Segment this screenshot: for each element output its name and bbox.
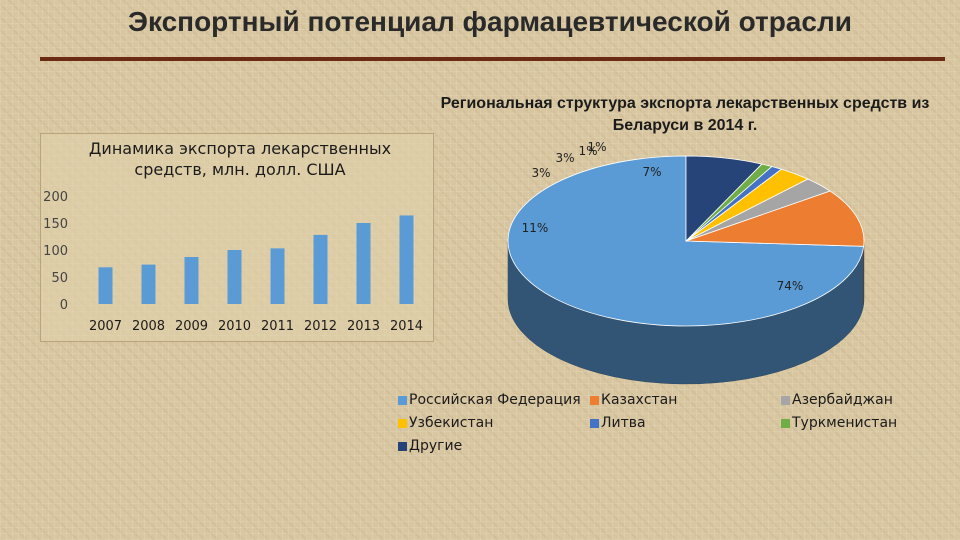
y-tick-label: 200: [43, 190, 68, 205]
pie-slice: [685, 190, 865, 247]
pie-chart-title: Региональная структура экспорта лекарств…: [440, 95, 930, 134]
y-tick-label: 150: [43, 217, 68, 232]
bar: [356, 223, 371, 304]
pie-data-label: 1%: [578, 144, 597, 158]
slide-title: Экспортный потенциал фармацевтической от…: [128, 6, 852, 37]
bar: [98, 267, 113, 304]
title-divider: [40, 57, 945, 61]
legend-label: Другие: [409, 438, 463, 454]
bar-chart-title: Динамика экспорта лекарственных средств,…: [88, 139, 392, 179]
pie-data-label: 11%: [522, 221, 549, 235]
x-tick-label: 2010: [218, 319, 251, 334]
pie-chart-legend: Российская Федерация Казахстан Азербайджан…: [398, 392, 898, 464]
x-tick-label: 2011: [261, 319, 294, 334]
y-tick-label: 100: [43, 244, 68, 259]
legend-label: Азербайджан: [792, 392, 893, 408]
bar: [184, 257, 199, 304]
bar: [399, 215, 414, 304]
legend-swatch: [781, 395, 790, 405]
legend-label: Литва: [601, 415, 646, 431]
x-tick-label: 2012: [304, 319, 337, 334]
legend-label: Казахстан: [601, 392, 678, 408]
legend-swatch: [590, 395, 599, 405]
legend-swatch: [590, 418, 599, 428]
legend-swatch: [781, 418, 790, 428]
legend-item: Казахстан: [590, 392, 677, 408]
legend-label: Туркменистан: [792, 415, 898, 431]
pie-data-label: 1%: [587, 140, 606, 154]
legend-label: Узбекистан: [409, 415, 494, 431]
x-tick-label: 2014: [390, 319, 423, 334]
legend-swatch: [398, 395, 407, 405]
pie-data-label: 3%: [555, 151, 574, 165]
pie-slice: [685, 155, 763, 242]
y-tick-label: 50: [51, 271, 68, 286]
legend-item: Другие: [398, 438, 462, 454]
legend-swatch: [398, 441, 407, 451]
x-tick-label: 2007: [89, 319, 122, 334]
bar: [141, 264, 156, 304]
y-tick-label: 0: [60, 298, 68, 313]
x-tick-label: 2013: [347, 319, 380, 334]
pie-data-label: 74%: [777, 279, 804, 293]
bar: [270, 248, 285, 304]
pie-data-label: 7%: [642, 165, 661, 179]
legend-item: Узбекистан: [398, 415, 493, 431]
legend-swatch: [398, 418, 407, 428]
legend-label: Российская Федерация: [409, 392, 581, 408]
legend-item: Азербайджан: [781, 392, 893, 408]
pie-data-label: 3%: [531, 166, 550, 180]
x-tick-label: 2008: [132, 319, 165, 334]
bar: [227, 250, 242, 304]
legend-item: Туркменистан: [781, 415, 897, 431]
bar: [313, 234, 328, 304]
legend-item: Российская Федерация: [398, 392, 581, 408]
x-tick-label: 2009: [175, 319, 208, 334]
legend-item: Литва: [590, 415, 646, 431]
